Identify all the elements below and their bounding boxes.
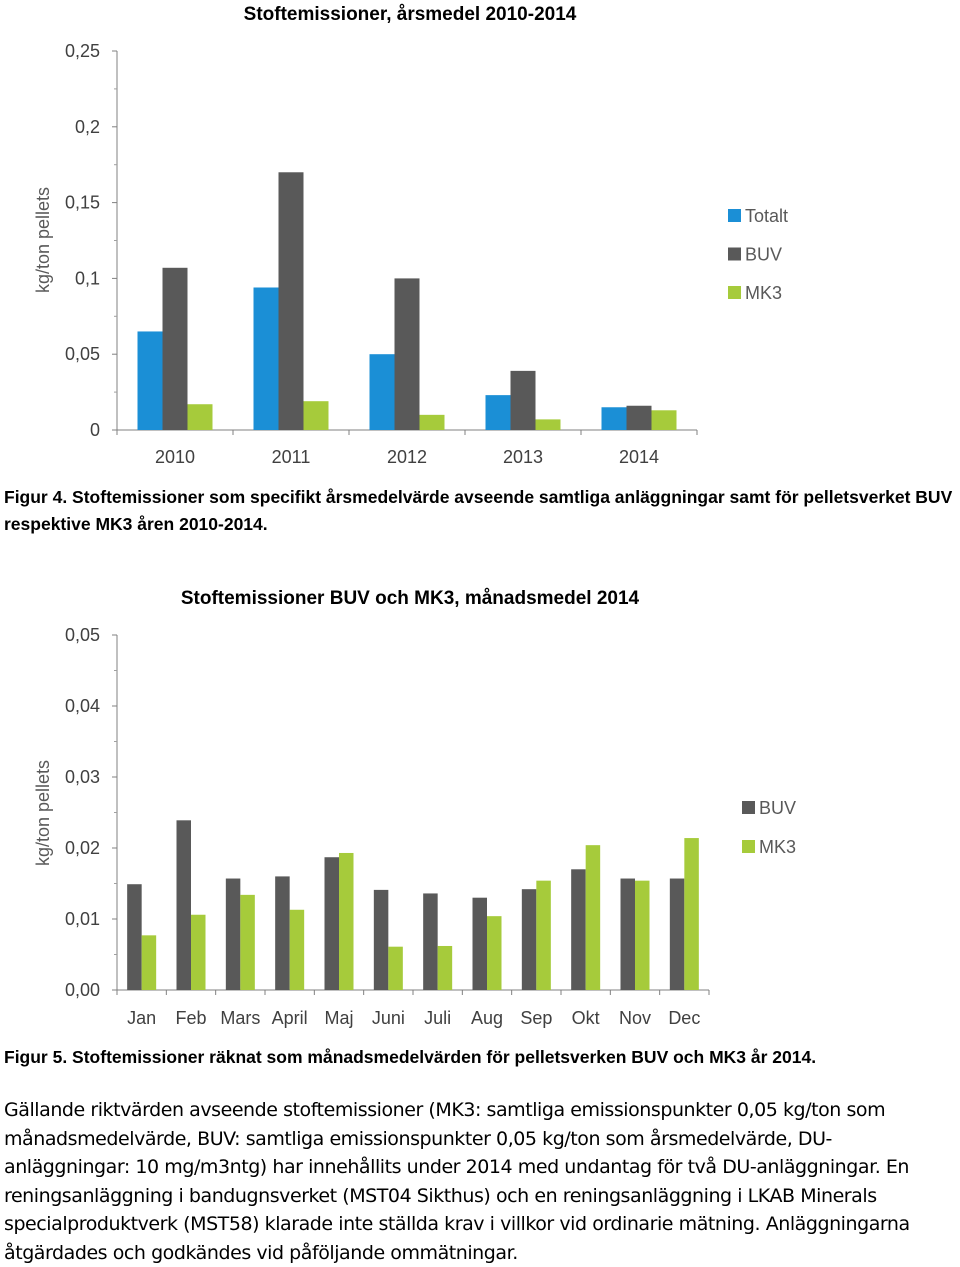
x-tick-label: Mars (220, 1008, 260, 1028)
bar (388, 947, 403, 990)
legend-entry: BUV (759, 798, 796, 818)
x-tick-label: Juli (424, 1008, 451, 1028)
bar (438, 946, 453, 990)
bar (304, 401, 329, 430)
figure-4-caption: Figur 4. Stoftemissioner som specifikt å… (4, 484, 956, 538)
x-tick-label: Dec (668, 1008, 700, 1028)
bar (339, 853, 354, 990)
bar (163, 268, 188, 430)
x-tick-label: Juni (372, 1008, 405, 1028)
legend-swatch (742, 840, 755, 853)
bar (188, 404, 213, 430)
paragraph-line: reningsanläggning i bandugnsverket (MST0… (4, 1182, 954, 1211)
x-tick-label: Nov (619, 1008, 651, 1028)
y-tick-label: 0,04 (65, 696, 100, 716)
x-tick-label: Aug (471, 1008, 503, 1028)
paragraph-line: åtgärdades och godkändes vid påföljande … (4, 1239, 954, 1267)
bar (374, 890, 389, 990)
y-tick-label: 0,2 (75, 117, 100, 137)
x-tick-label: Okt (572, 1008, 600, 1028)
bar (423, 893, 438, 990)
bar (275, 876, 290, 990)
x-tick-label: April (272, 1008, 308, 1028)
y-tick-label: 0,05 (65, 344, 100, 364)
bar (621, 879, 636, 990)
bar (522, 889, 537, 990)
bar (536, 881, 551, 990)
bar (684, 838, 699, 990)
legend-swatch (742, 801, 755, 814)
monthly-emissions-chart: Stoftemissioner BUV och MK3, månadsmedel… (0, 570, 960, 1040)
bar (240, 895, 255, 990)
legend-swatch (728, 248, 741, 261)
bar (254, 287, 279, 430)
bar (290, 910, 305, 990)
bar (511, 371, 536, 430)
bar (370, 354, 395, 430)
y-tick-label: 0,1 (75, 268, 100, 288)
legend-entry: MK3 (745, 283, 782, 303)
y-tick-label: 0,05 (65, 625, 100, 645)
x-tick-label: Feb (175, 1008, 206, 1028)
x-tick-label: 2013 (503, 447, 543, 467)
y-axis-label: kg/ton pellets (33, 760, 53, 866)
x-tick-label: Maj (324, 1008, 353, 1028)
x-tick-label: Jan (127, 1008, 156, 1028)
chart-title: Stoftemissioner, årsmedel 2010-2014 (244, 4, 577, 25)
bar (635, 881, 650, 990)
bar (325, 857, 340, 990)
figure-5-caption: Figur 5. Stoftemissioner räknat som måna… (4, 1044, 956, 1071)
paragraph-line: Gällande riktvärden avseende stoftemissi… (4, 1096, 954, 1125)
annual-emissions-chart: Stoftemissioner, årsmedel 2010-2014 kg/to… (0, 0, 960, 480)
bar (627, 406, 652, 430)
paragraph-line: anläggningar: 10 mg/m3ntg) har innehålli… (4, 1153, 954, 1182)
bar (486, 395, 511, 430)
bar (395, 278, 420, 430)
chart-title: Stoftemissioner BUV och MK3, månadsmedel… (181, 588, 640, 609)
y-tick-label: 0,15 (65, 193, 100, 213)
x-tick-label: 2011 (272, 447, 311, 467)
bar (487, 916, 502, 990)
x-tick-label: 2012 (387, 447, 427, 467)
bar (536, 419, 561, 430)
x-tick-label: 2010 (155, 447, 195, 467)
bar (602, 407, 627, 430)
y-tick-label: 0 (90, 420, 100, 440)
legend-entry: BUV (745, 245, 782, 265)
paragraph-line: månadsmedelvärde, BUV: samtliga emission… (4, 1125, 954, 1154)
bar (138, 331, 163, 430)
bar (473, 898, 488, 990)
body-paragraph: Gällande riktvärden avseende stoftemissi… (4, 1096, 954, 1267)
y-tick-label: 0,00 (65, 980, 100, 1000)
legend-entry: Totalt (745, 206, 788, 226)
bar (226, 879, 241, 990)
legend-entry: MK3 (759, 837, 796, 857)
x-tick-label: 2014 (619, 447, 659, 467)
bar (279, 172, 304, 430)
legend-swatch (728, 209, 741, 222)
y-tick-label: 0,03 (65, 767, 100, 787)
bar (670, 879, 685, 990)
y-tick-label: 0,25 (65, 41, 100, 61)
legend-swatch (728, 286, 741, 299)
bar (652, 410, 677, 430)
y-tick-label: 0,01 (65, 909, 100, 929)
bar (127, 884, 141, 990)
bar (420, 415, 445, 430)
bar (142, 935, 157, 990)
y-tick-label: 0,02 (65, 838, 100, 858)
y-axis-label: kg/ton pellets (33, 187, 53, 293)
bar (177, 820, 192, 990)
bar (571, 869, 586, 990)
bar (586, 845, 601, 990)
bar (191, 915, 206, 990)
paragraph-line: specialproduktverk (MST58) klarade inte … (4, 1210, 954, 1239)
x-tick-label: Sep (520, 1008, 552, 1028)
